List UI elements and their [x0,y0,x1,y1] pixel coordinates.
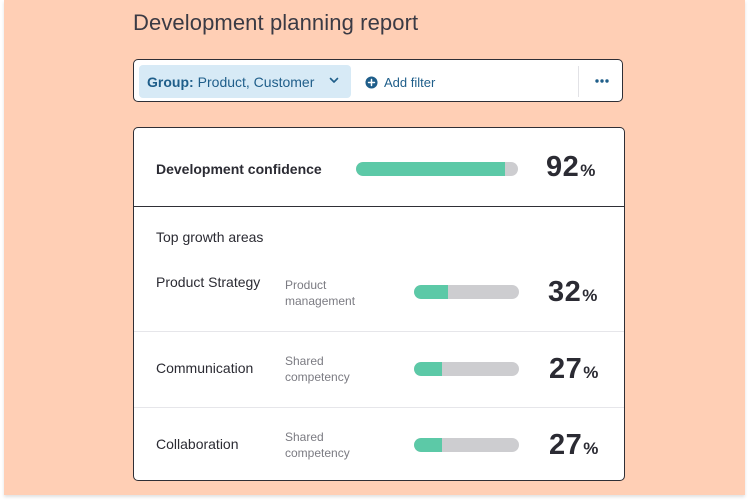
ellipsis-icon [595,79,609,83]
percent-unit: % [580,161,596,180]
growth-value: 27 [549,353,583,385]
percent-unit: % [583,363,599,382]
confidence-value: 92 [546,151,580,183]
group-dropdown[interactable]: Group: Product, Customer [139,65,351,98]
confidence-label: Development confidence [156,161,322,177]
filter-divider [578,66,579,97]
filter-bar: Group: Product, Customer Add filter [133,59,623,102]
plus-circle-icon [365,75,378,89]
group-label: Group: [147,73,194,90]
add-filter-button[interactable]: Add filter [365,72,435,92]
percent-unit: % [582,286,598,305]
growth-name: Collaboration [156,436,239,452]
growth-bar-fill [414,362,443,376]
confidence-bar-fill [356,162,506,176]
growth-bar [414,438,519,452]
report-canvas: Development planning report Group: Produ… [4,0,745,495]
growth-value: 27 [549,429,583,461]
growth-bar [414,285,519,299]
add-filter-label: Add filter [384,74,436,90]
growth-percent: 27% [549,353,599,386]
group-value: Product, Customer [197,73,315,90]
growth-bar [414,362,519,376]
confidence-row: Development confidence 92% [134,128,624,207]
percent-unit: % [583,439,599,458]
growth-category: Product management [285,278,356,308]
growth-areas-title: Top growth areas [156,229,264,245]
chevron-down-icon [329,77,339,83]
confidence-percent: 92% [546,151,596,184]
growth-percent: 32% [548,276,598,309]
growth-bar-fill [414,285,448,299]
report-card: Development confidence 92% Top growth ar… [133,127,625,481]
growth-percent: 27% [549,429,599,462]
growth-row: Collaboration Shared competency 27% [134,407,624,480]
more-options-button[interactable] [586,68,618,94]
page-title: Development planning report [133,10,419,35]
growth-value: 32 [548,276,582,308]
growth-name: Product Strategy [156,274,261,290]
confidence-bar [356,162,518,176]
growth-category: Shared competency [285,430,350,460]
growth-name: Communication [156,360,254,376]
growth-row: Product Strategy Product management 32% [134,254,624,331]
growth-category: Shared competency [285,354,350,384]
growth-bar-fill [414,438,443,452]
growth-row: Communication Shared competency 27% [134,331,624,407]
